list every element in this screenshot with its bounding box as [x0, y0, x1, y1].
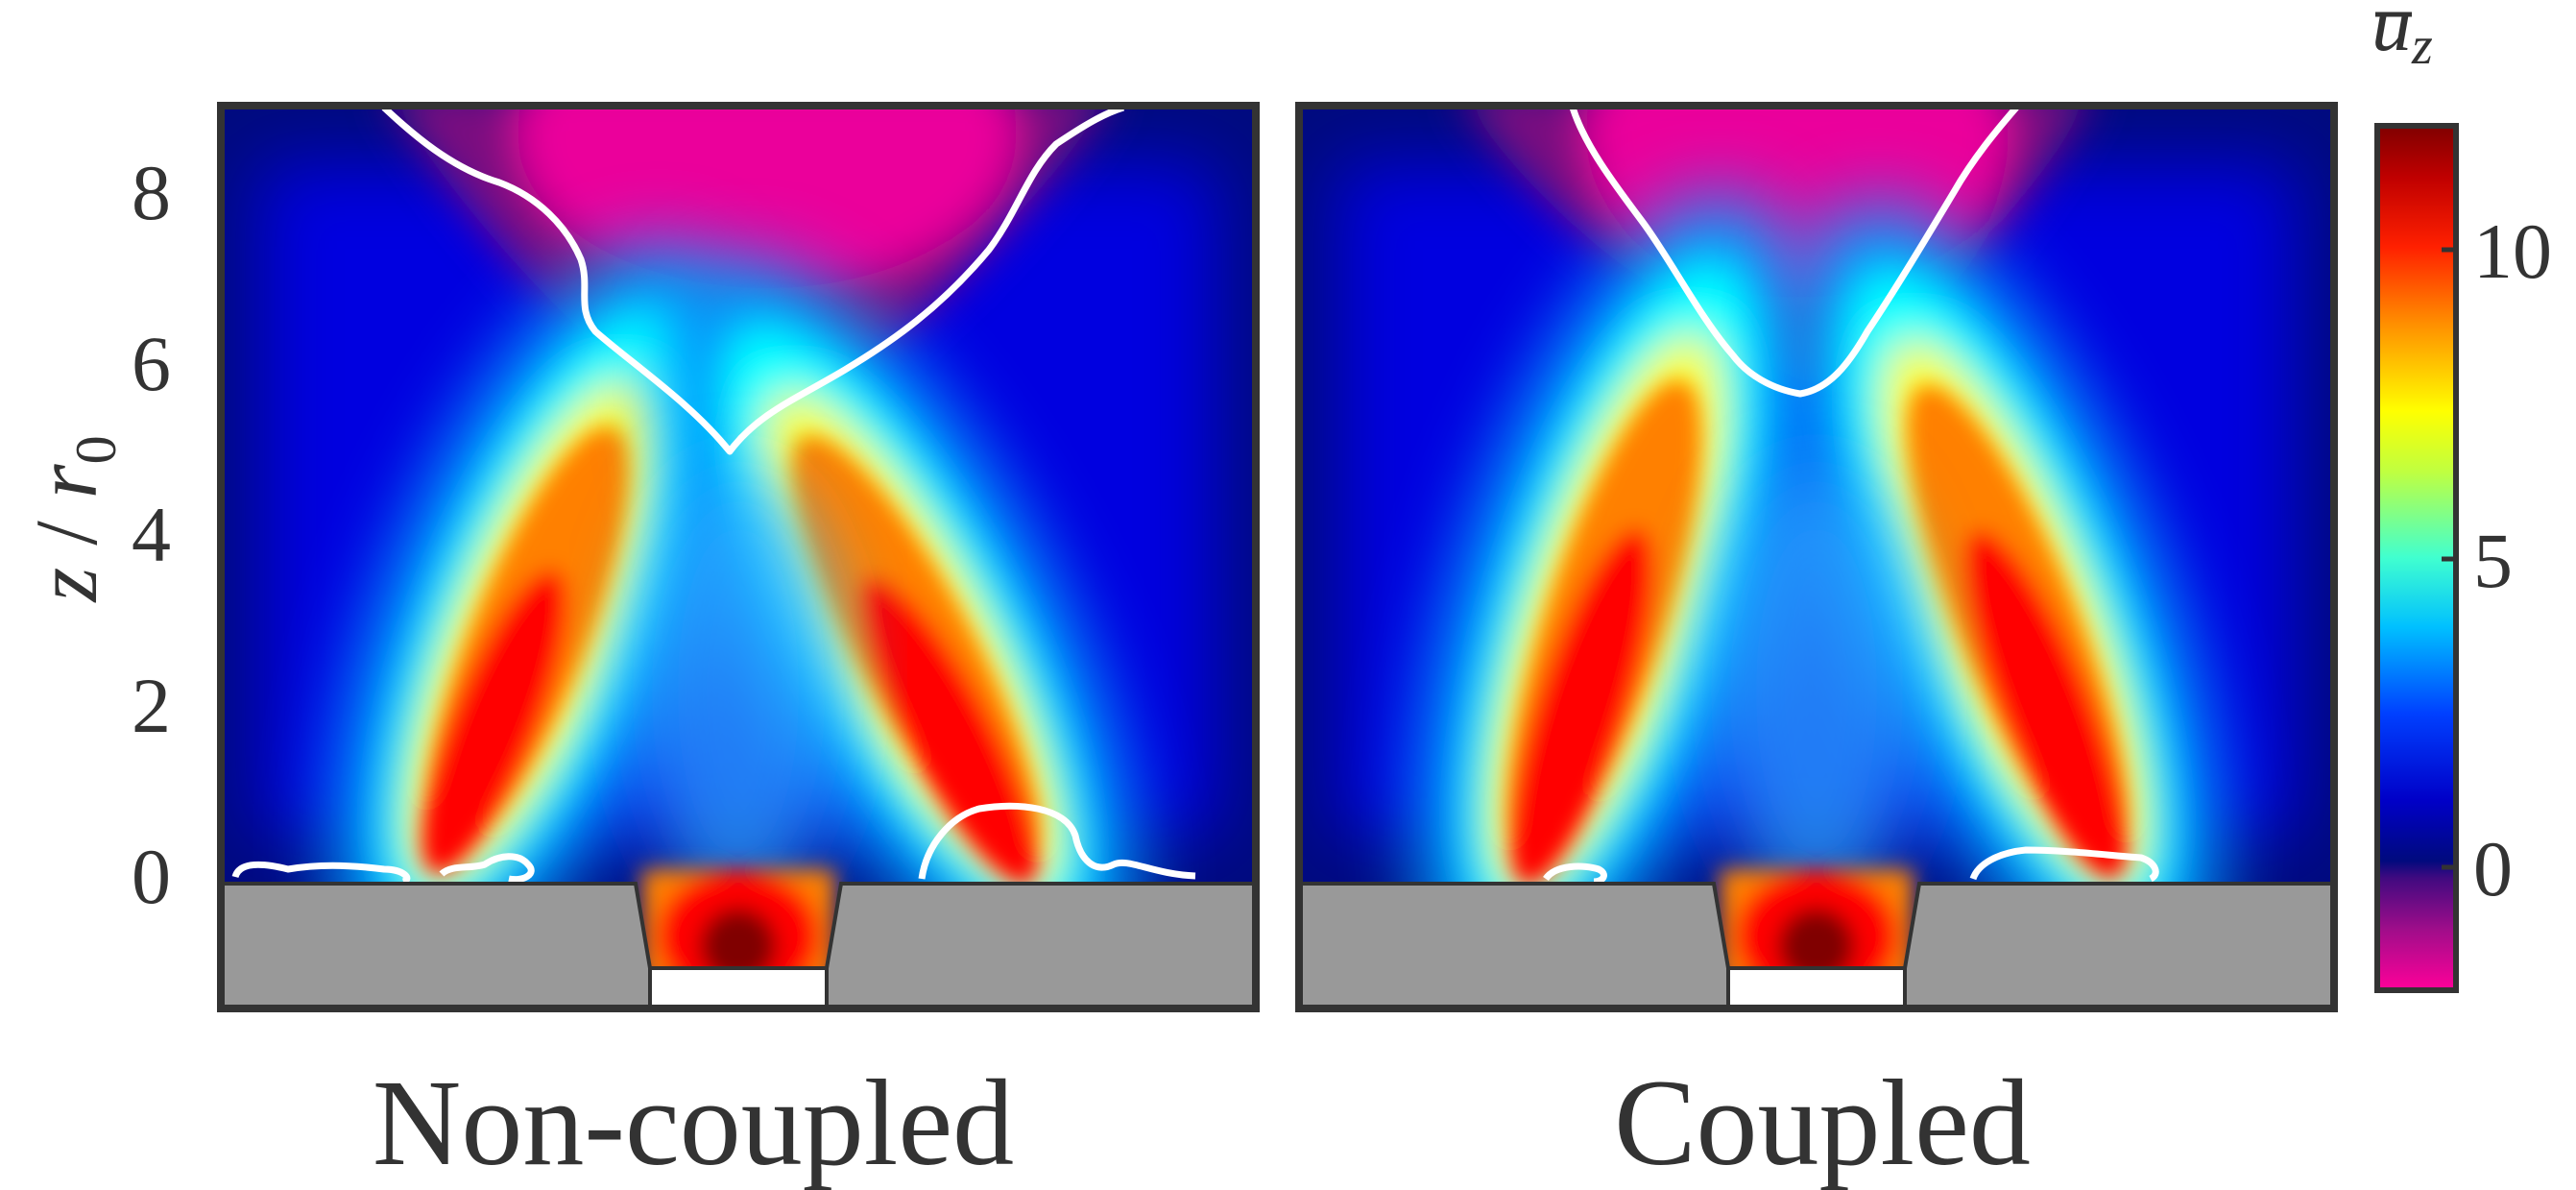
y-axis: 0 2 4 6 8 z / r0: [17, 149, 171, 920]
heatmap-field: [221, 106, 1256, 1008]
jet-red: [421, 569, 567, 874]
panel-title-non-coupled: Non-coupled: [373, 1055, 1014, 1190]
zero-velocity-contour: [381, 106, 1125, 455]
heatmap-field: [1299, 106, 2334, 1008]
central-plume: [633, 471, 844, 912]
panel-frame: [1295, 102, 2338, 1012]
y-tick-label: 0: [132, 833, 171, 920]
y-tick-label: 8: [132, 149, 171, 236]
colorbar-tick-label: 10: [2473, 207, 2552, 295]
jet-red: [1963, 529, 2127, 879]
y-tick-label: 2: [132, 662, 171, 749]
jet-left: [332, 245, 743, 984]
near-wall-contour: [439, 853, 535, 884]
central-plume-ellipse: [633, 471, 844, 912]
jet-core-layer: [1907, 385, 2128, 879]
y-axis-label: z / r0: [17, 435, 128, 603]
wall-left: [1299, 882, 1730, 1008]
colorbar-tick-label: 5: [2473, 517, 2513, 604]
near-wall-contour: [1543, 862, 1607, 886]
jet-core-layer: [1506, 379, 1701, 886]
wall-right: [1903, 882, 2334, 1008]
recirculation-core: [518, 106, 1017, 288]
zero-velocity-contour: [1569, 106, 2019, 398]
wall-right: [825, 882, 1256, 1008]
colorbar-label: uz: [2371, 0, 2433, 76]
panel-frame: [217, 102, 1260, 1012]
panel-coupled: [1295, 102, 2338, 1012]
central-plume-ellipse: [1711, 471, 1922, 912]
colorbar: 0 5 10 uz: [2371, 0, 2552, 993]
y-tick-label: 6: [132, 320, 171, 407]
panel-non-coupled: [217, 102, 1260, 1012]
nozzle-core: [700, 908, 777, 984]
jet-core-layer: [421, 426, 629, 874]
nozzle-core: [1778, 908, 1855, 984]
colorbar-tick-label: 0: [2473, 825, 2513, 912]
wall-left: [221, 882, 652, 1008]
nozzle-inlet: [648, 966, 829, 1008]
near-wall-contour: [231, 861, 411, 886]
jet-right: [1794, 204, 2220, 987]
near-wall-contour: [918, 802, 1196, 880]
y-tick-label: 4: [132, 491, 171, 578]
panel-title-coupled: Coupled: [1614, 1055, 2031, 1190]
central-plume: [1711, 471, 1922, 912]
jet-left: [1416, 195, 1810, 996]
near-wall-contour: [1969, 846, 2159, 883]
jet-red: [1510, 527, 1654, 886]
nozzle-inlet: [1726, 966, 1907, 1008]
